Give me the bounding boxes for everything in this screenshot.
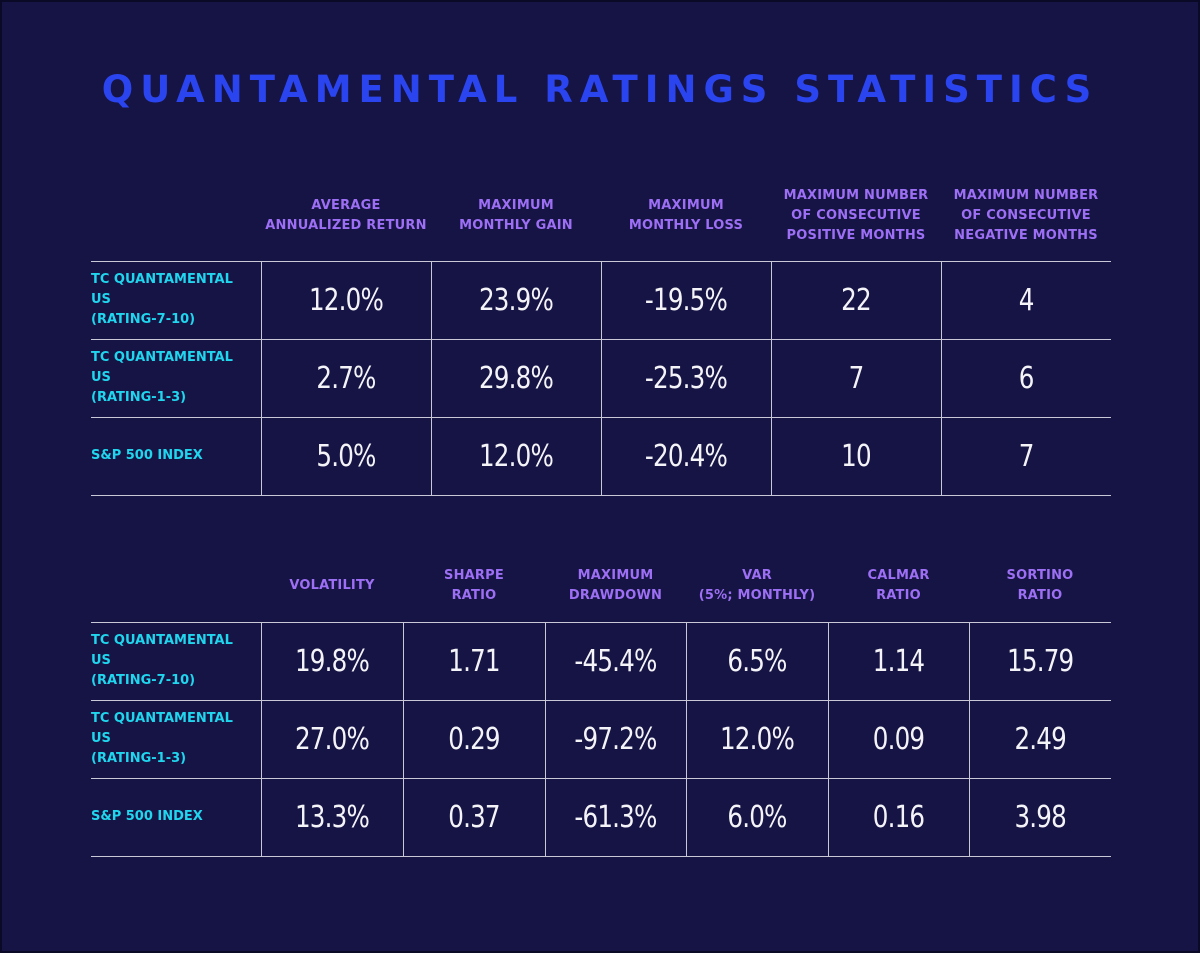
table-cell: 5.0% xyxy=(275,416,416,496)
column-header: AVERAGE ANNUALIZED RETURN xyxy=(265,198,427,234)
row-label: TC QUANTAMENTAL US (RATING-1-3) xyxy=(91,699,261,778)
table-cell: -61.3% xyxy=(557,777,674,857)
table-row: S&P 500 INDEX 5.0% 12.0% -20.4% 10 7 xyxy=(91,416,1111,496)
column-header: SHARPE RATIO xyxy=(444,567,504,603)
column-header: MAXIMUM DRAWDOWN xyxy=(568,567,663,603)
table-cell: 13.3% xyxy=(273,777,391,857)
table-cell: -19.5% xyxy=(615,260,756,339)
row-label: S&P 500 INDEX xyxy=(91,416,261,496)
table-cell: -25.3% xyxy=(615,338,756,417)
column-header: MAXIMUM NUMBER OF CONSECUTIVE NEGATIVE M… xyxy=(953,188,1099,244)
table-cell: 19.8% xyxy=(273,621,391,700)
table-cell: 0.16 xyxy=(840,777,957,857)
column-header: VAR (5%; MONTHLY) xyxy=(698,567,816,603)
row-label: TC QUANTAMENTAL US (RATING-1-3) xyxy=(91,338,261,417)
table-cell: -97.2% xyxy=(557,699,674,778)
column-header: MAXIMUM NUMBER OF CONSECUTIVE POSITIVE M… xyxy=(783,188,929,244)
table-cell: 0.09 xyxy=(840,699,957,778)
table-row: TC QUANTAMENTAL US (RATING-1-3) 27.0% 0.… xyxy=(91,699,1111,778)
table-header-row: AVERAGE ANNUALIZED RETURN MAXIMUM MONTHL… xyxy=(91,172,1111,261)
table-cell: 2.7% xyxy=(275,338,416,417)
table-cell: 22 xyxy=(785,260,926,339)
page-title: QUANTAMENTAL RATINGS STATISTICS xyxy=(101,68,1099,111)
column-header: SORTINO RATIO xyxy=(1006,567,1074,603)
column-header: VOLATILITY xyxy=(289,577,375,593)
table-cell: 6.0% xyxy=(698,777,816,857)
table-cell: 12.0% xyxy=(275,260,416,339)
table-header-row: VOLATILITY SHARPE RATIO MAXIMUM DRAWDOWN… xyxy=(91,550,1111,622)
table-cell: 4 xyxy=(955,260,1096,339)
table-cell: 10 xyxy=(785,416,926,496)
column-header: MAXIMUM MONTHLY LOSS xyxy=(628,198,744,234)
table-cell: 6.5% xyxy=(698,621,816,700)
table-cell: 2.49 xyxy=(981,699,1099,778)
table-cell: 7 xyxy=(785,338,926,417)
returns-stats-table: AVERAGE ANNUALIZED RETURN MAXIMUM MONTHL… xyxy=(91,172,1111,496)
table-cell: 12.0% xyxy=(698,699,816,778)
header-corner xyxy=(91,172,261,261)
header-corner xyxy=(91,550,261,622)
table-cell: 27.0% xyxy=(273,699,391,778)
table-cell: 0.37 xyxy=(415,777,533,857)
risk-stats-table: VOLATILITY SHARPE RATIO MAXIMUM DRAWDOWN… xyxy=(91,550,1111,857)
table-cell: 6 xyxy=(955,338,1096,417)
row-label: S&P 500 INDEX xyxy=(91,777,261,857)
column-header: MAXIMUM MONTHLY GAIN xyxy=(459,198,573,234)
table-row: S&P 500 INDEX 13.3% 0.37 -61.3% 6.0% 0.1… xyxy=(91,777,1111,857)
table-cell: -45.4% xyxy=(557,621,674,700)
table-row: TC QUANTAMENTAL US (RATING-1-3) 2.7% 29.… xyxy=(91,338,1111,417)
row-label: TC QUANTAMENTAL US (RATING-7-10) xyxy=(91,621,261,700)
table-cell: -20.4% xyxy=(615,416,756,496)
table-cell: 29.8% xyxy=(445,338,586,417)
table-cell: 3.98 xyxy=(981,777,1099,857)
table-cell: 15.79 xyxy=(981,621,1099,700)
table-row: TC QUANTAMENTAL US (RATING-7-10) 19.8% 1… xyxy=(91,621,1111,700)
table-cell: 23.9% xyxy=(445,260,586,339)
row-label: TC QUANTAMENTAL US (RATING-7-10) xyxy=(91,260,261,339)
table-cell: 0.29 xyxy=(415,699,533,778)
column-header: CALMAR RATIO xyxy=(867,567,930,603)
table-cell: 7 xyxy=(955,416,1096,496)
table-row: TC QUANTAMENTAL US (RATING-7-10) 12.0% 2… xyxy=(91,260,1111,339)
table-cell: 1.71 xyxy=(415,621,533,700)
table-cell: 1.14 xyxy=(840,621,957,700)
table-cell: 12.0% xyxy=(445,416,586,496)
